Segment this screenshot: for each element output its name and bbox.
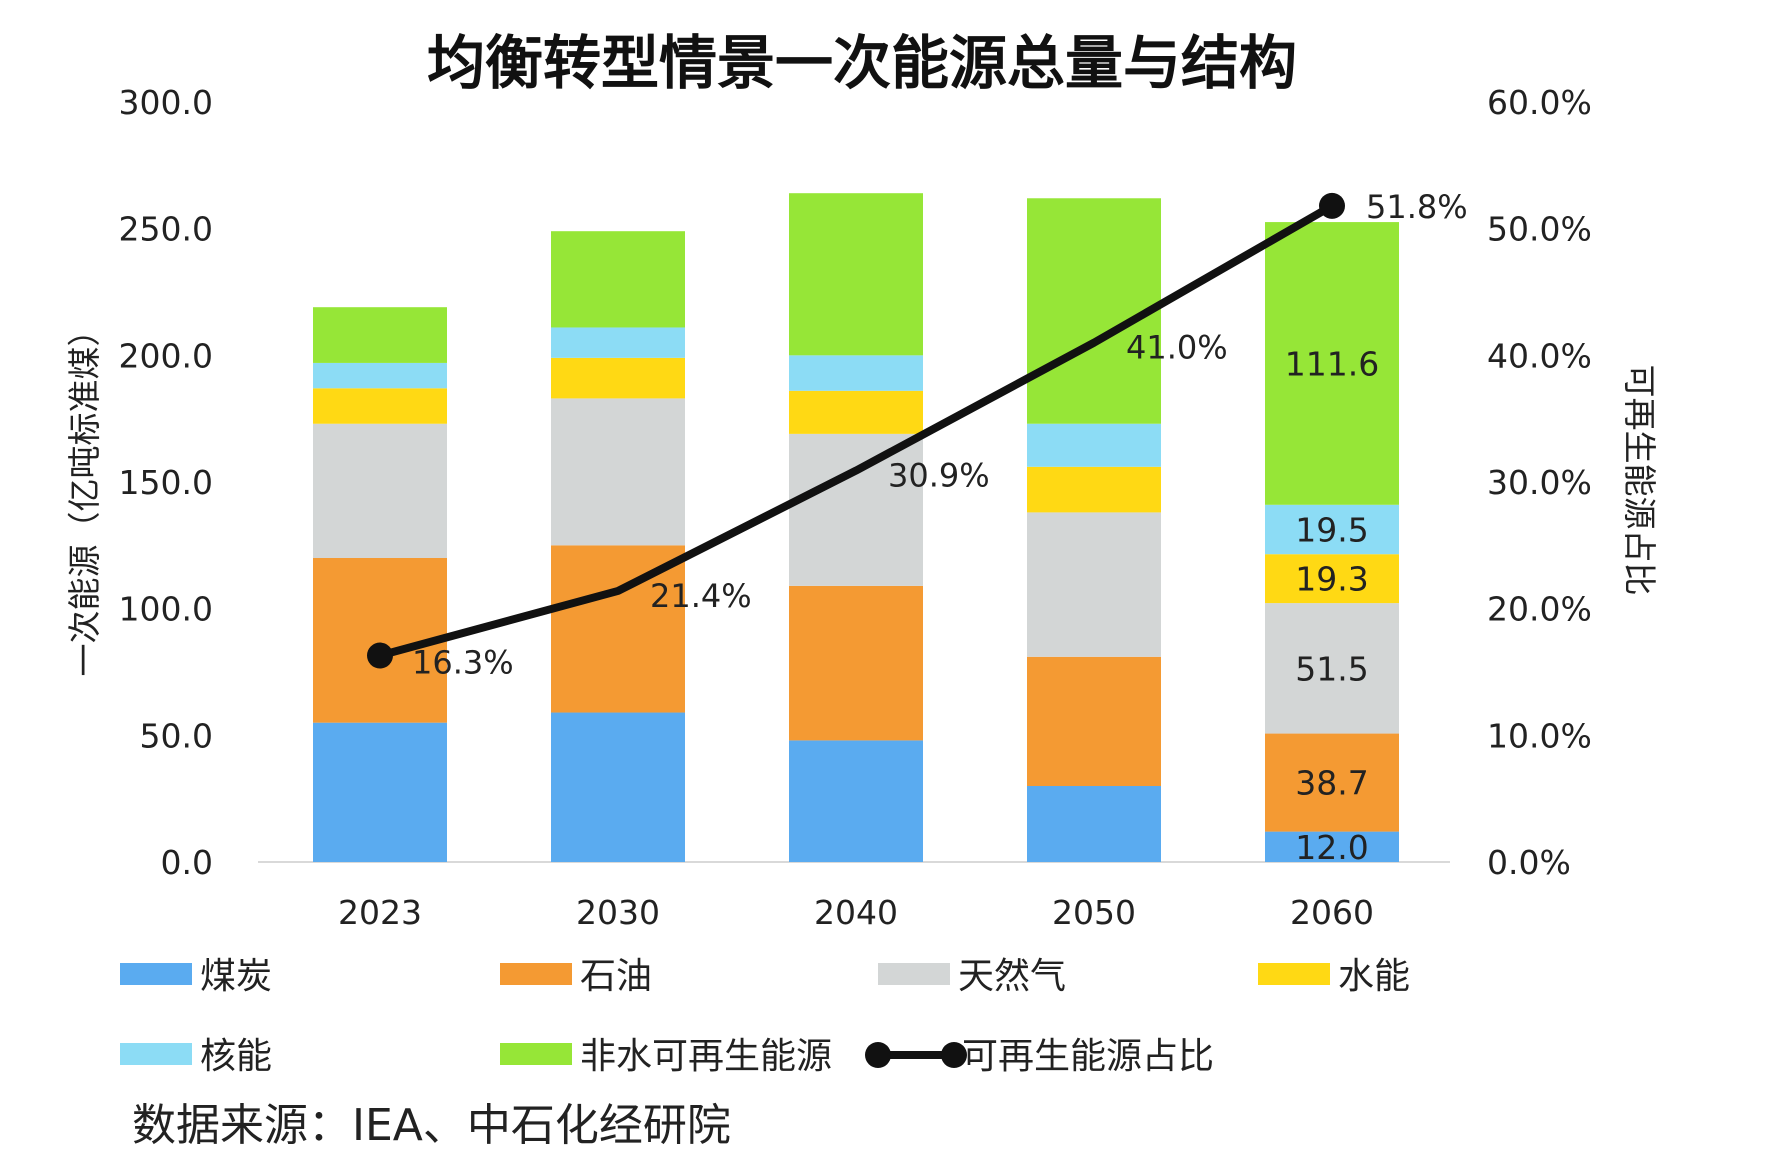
- legend-label: 非水可再生能源: [580, 1036, 832, 1077]
- bar-segment: [313, 307, 447, 363]
- bar-segment: [313, 362, 447, 389]
- x-axis-ticks: 2023 2030 2040 2050 2060: [338, 893, 1374, 932]
- x-tick-label: 2050: [1052, 893, 1136, 932]
- legend-swatch: [120, 963, 192, 985]
- x-tick-label: 2023: [338, 893, 422, 932]
- bar-data-label: 111.6: [1285, 344, 1379, 383]
- y2-tick-label: 50.0%: [1487, 210, 1592, 249]
- y2-axis-title: 可再生能源占比: [1620, 365, 1659, 596]
- bar-segment: [789, 390, 923, 434]
- x-tick-label: 2060: [1290, 893, 1374, 932]
- line-point: [367, 642, 393, 669]
- legend-swatch: [500, 1043, 572, 1065]
- x-tick-label: 2040: [814, 893, 898, 932]
- y-axis-title: 一次能源（亿吨标准煤）: [65, 314, 104, 677]
- chart-title: 均衡转型情景一次能源总量与结构: [427, 29, 1297, 97]
- y2-tick-label: 60.0%: [1487, 83, 1592, 122]
- bar-segment: [789, 355, 923, 391]
- line-data-label: 16.3%: [412, 644, 514, 682]
- legend-line-marker: [865, 1042, 891, 1068]
- y-tick-label: 250.0: [119, 210, 213, 249]
- line-data-label: 30.9%: [888, 457, 990, 495]
- bar-segment: [313, 423, 447, 558]
- y-tick-label: 50.0: [140, 716, 213, 755]
- y-tick-label: 0.0: [161, 843, 213, 882]
- y2-tick-label: 0.0%: [1487, 843, 1571, 882]
- stacked-bars: 12.0 38.7 51.5 19.3 19.5 111.6: [313, 193, 1399, 867]
- bar-segment: [313, 388, 447, 424]
- legend-label: 煤炭: [200, 956, 272, 997]
- bar-segment: [1265, 554, 1399, 604]
- bar-segment: [789, 585, 923, 741]
- y-tick-label: 200.0: [119, 336, 213, 375]
- y-tick-label: 100.0: [119, 590, 213, 629]
- legend-swatch: [120, 1043, 192, 1065]
- y2-tick-label: 30.0%: [1487, 463, 1592, 502]
- legend-swatch: [878, 963, 950, 985]
- legend-label: 天然气: [958, 956, 1066, 997]
- bar-segment: [551, 327, 685, 358]
- source-note: 数据来源：IEA、中石化经研院: [132, 1100, 731, 1151]
- line-data-label: 21.4%: [650, 577, 752, 615]
- bar-segment: [1027, 512, 1161, 657]
- line-data-label: 51.8%: [1366, 188, 1468, 226]
- bar-segment: [1265, 831, 1399, 862]
- bar-data-label: 12.0: [1295, 828, 1368, 867]
- legend-swatch: [500, 963, 572, 985]
- bar-segment: [1027, 198, 1161, 424]
- bar-segment: [1027, 786, 1161, 862]
- bar-data-label: 38.7: [1295, 764, 1368, 803]
- legend-swatch: [1258, 963, 1330, 985]
- bar-data-label: 19.3: [1295, 560, 1368, 599]
- y2-tick-label: 10.0%: [1487, 716, 1592, 755]
- x-tick-label: 2030: [576, 893, 660, 932]
- bar-segment: [551, 357, 685, 399]
- bar-segment: [1027, 466, 1161, 513]
- bar-segment: [551, 545, 685, 713]
- bar-data-label: 19.5: [1295, 511, 1368, 550]
- y-tick-label: 150.0: [119, 463, 213, 502]
- bar-segment: [1265, 603, 1399, 734]
- bar-segment: [1027, 423, 1161, 467]
- y2-tick-label: 40.0%: [1487, 336, 1592, 375]
- renewable-share-line: 16.3% 21.4% 30.9% 41.0% 51.8%: [367, 188, 1468, 682]
- bar-segment: [789, 193, 923, 356]
- y2-tick-label: 20.0%: [1487, 590, 1592, 629]
- bar-segment: [551, 398, 685, 546]
- bar-segment: [789, 433, 923, 586]
- legend-label: 可再生能源占比: [962, 1036, 1214, 1077]
- legend-label: 水能: [1338, 956, 1410, 997]
- bar-segment: [789, 740, 923, 862]
- line-point: [1319, 192, 1345, 219]
- legend-label: 核能: [200, 1036, 272, 1077]
- bar-data-label: 51.5: [1295, 649, 1368, 688]
- bar-segment: [1265, 222, 1399, 505]
- legend-line-marker: [941, 1042, 967, 1068]
- bar-segment: [551, 712, 685, 862]
- left-axis-ticks: 0.0 50.0 100.0 150.0 200.0 250.0 300.0: [119, 83, 213, 882]
- line-path: [378, 202, 1334, 660]
- legend-label: 石油: [580, 956, 652, 997]
- bar-segment: [313, 722, 447, 862]
- bar-segment: [551, 231, 685, 328]
- y-tick-label: 300.0: [119, 83, 213, 122]
- line-data-label: 41.0%: [1126, 329, 1228, 367]
- right-axis-ticks: 0.0% 10.0% 20.0% 30.0% 40.0% 50.0% 60.0%: [1487, 83, 1592, 882]
- bar-segment: [1265, 504, 1399, 555]
- bar-segment: [1265, 733, 1399, 832]
- bar-segment: [1027, 656, 1161, 786]
